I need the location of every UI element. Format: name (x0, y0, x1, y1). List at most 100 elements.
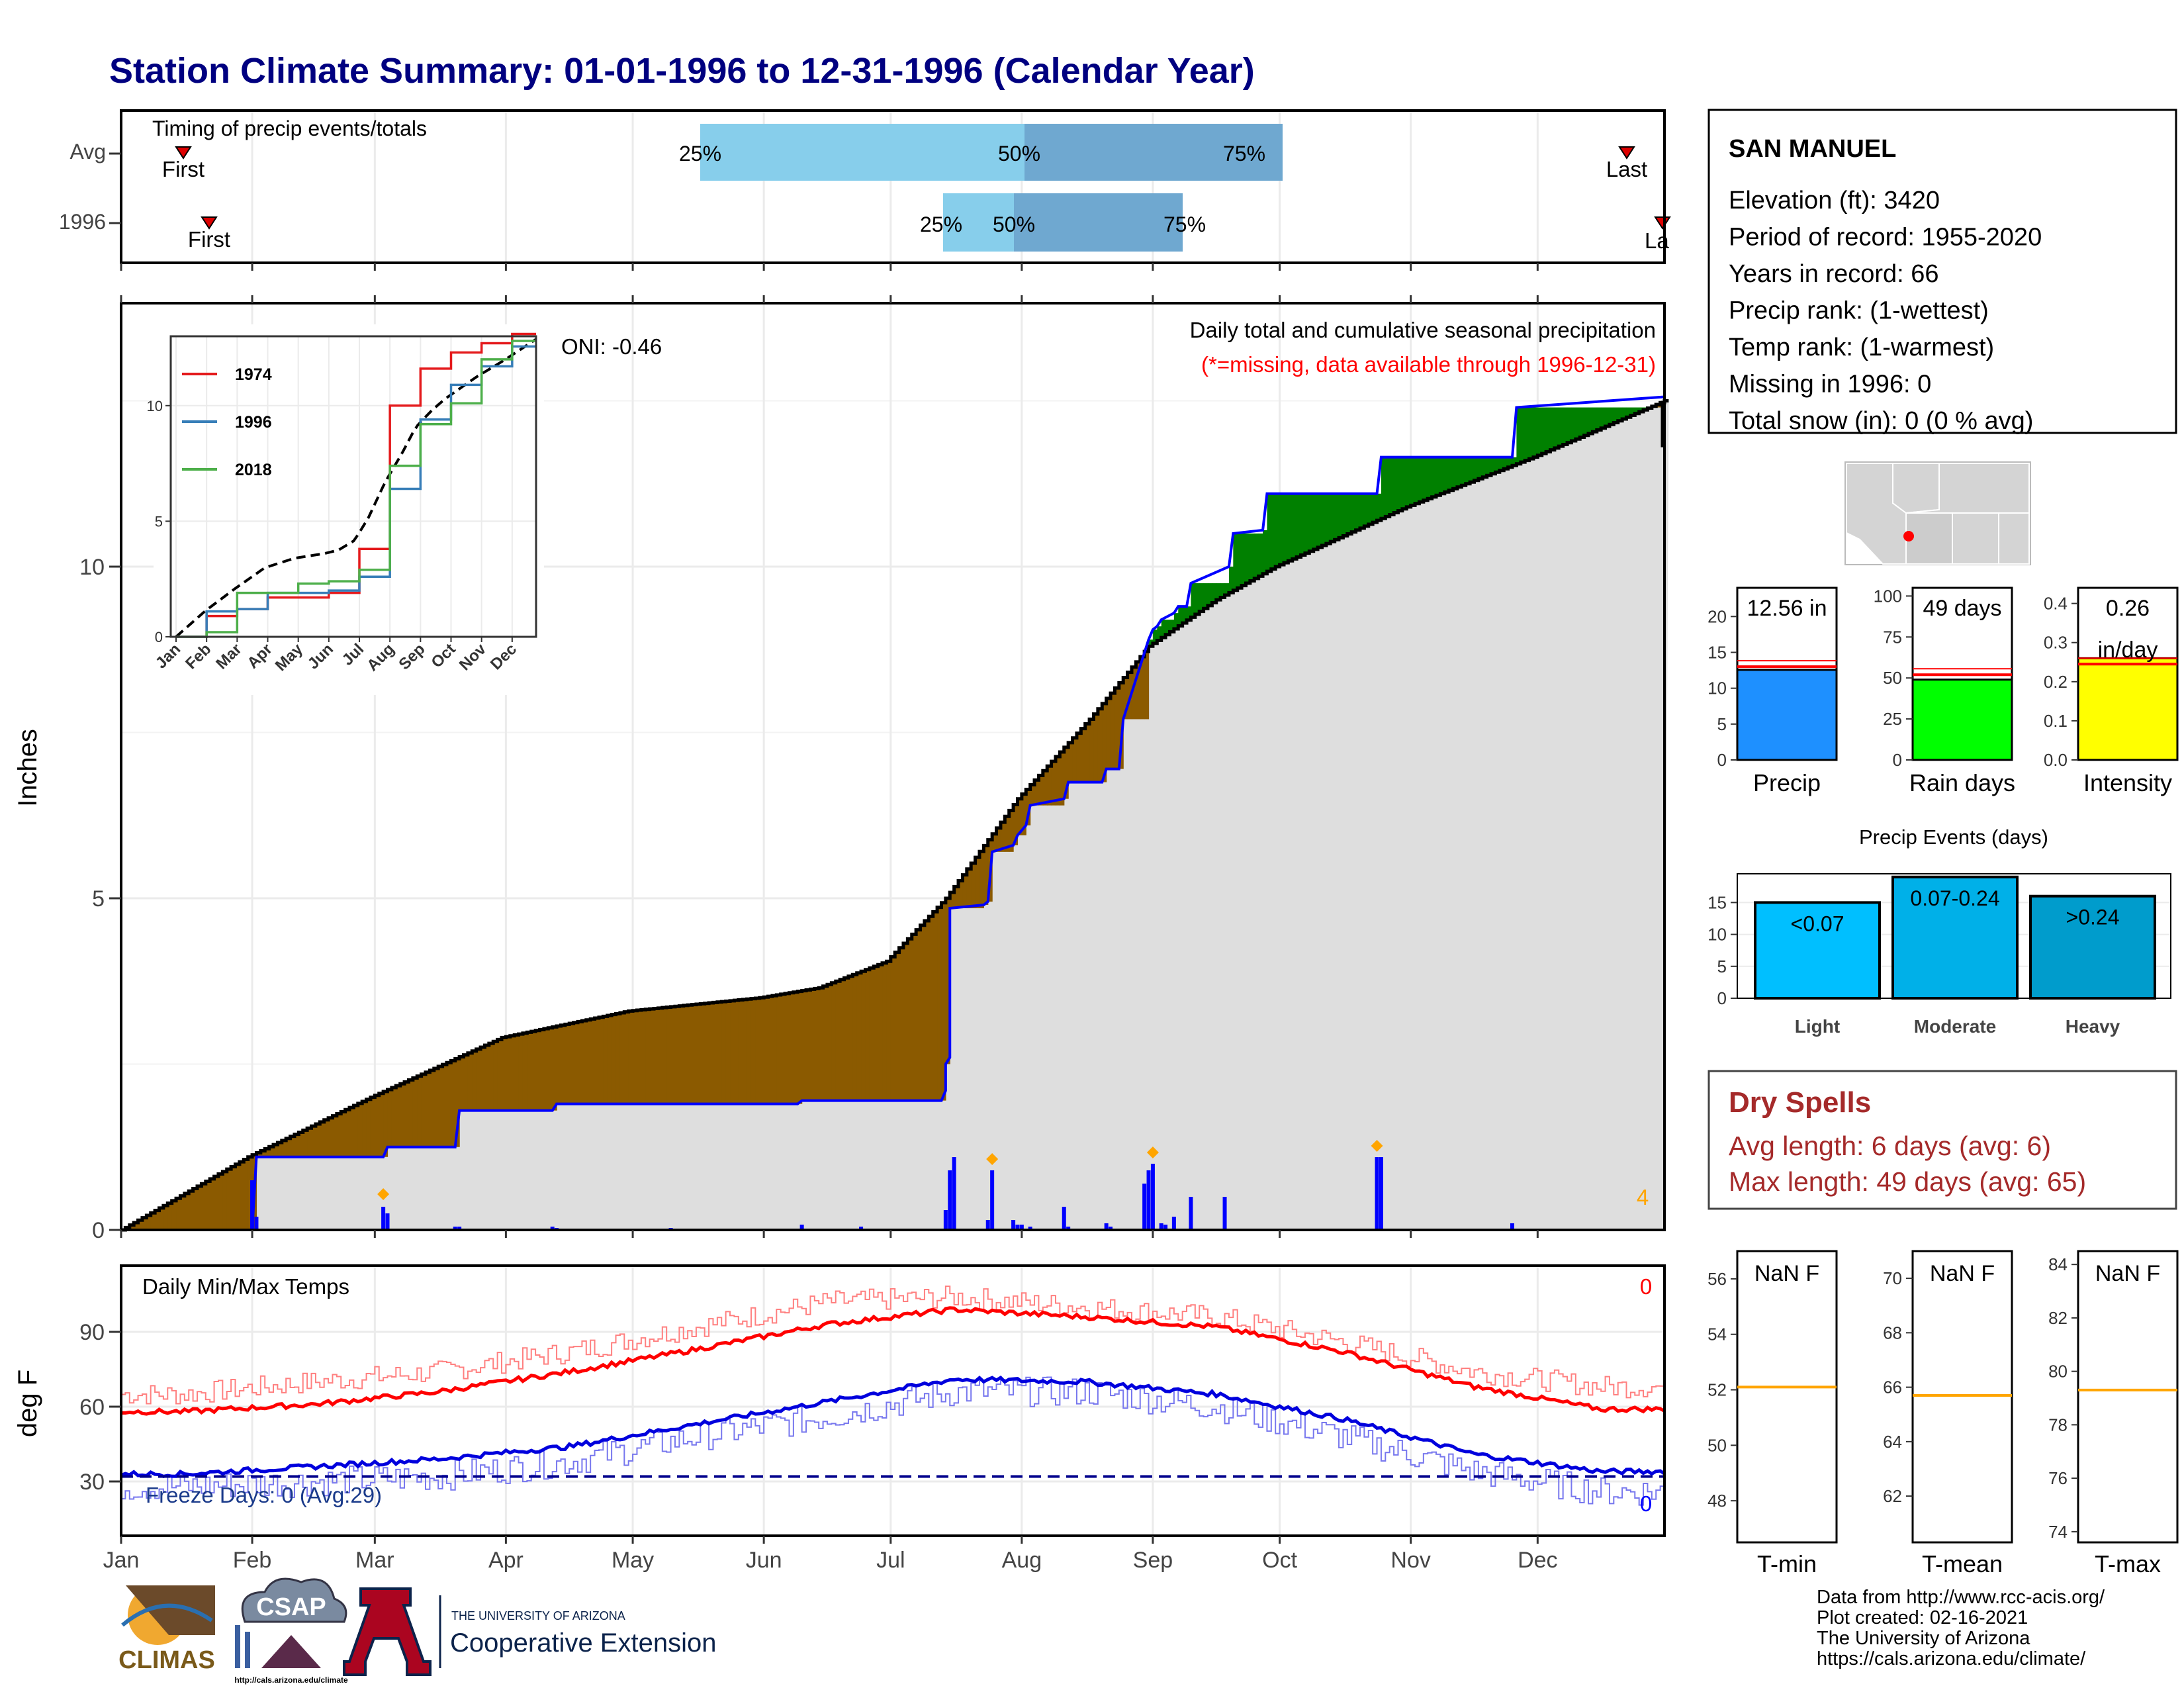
surplus-area (1504, 457, 1509, 469)
timing-avg-bar-50-75 (1024, 124, 1283, 181)
deficit-area (747, 999, 752, 1104)
deficit-area (349, 1107, 354, 1157)
temp-y-axis-label: deg F (13, 1370, 42, 1437)
surplus-area (1216, 583, 1221, 600)
dry-spells-title: Dry Spells (1729, 1086, 1871, 1119)
station-info-line: Temp rank: (1-warmest) (1729, 334, 1994, 361)
deficit-area (1009, 810, 1014, 852)
deficit-area (210, 1178, 215, 1230)
deficit-area (502, 1037, 507, 1111)
surplus-area (1567, 407, 1572, 443)
deficit-area (328, 1117, 334, 1157)
deficit-area (226, 1169, 232, 1230)
station-location-dot (1903, 531, 1914, 541)
climas-logo-arc (121, 1603, 213, 1627)
temp-panel-title: Daily Min/Max Temps (142, 1274, 349, 1299)
dry-spells-box: Dry Spells Avg length: 6 days (avg: 6) Max… (1707, 1070, 2177, 1210)
surplus-area (1237, 533, 1242, 588)
surplus-area (1474, 457, 1479, 481)
surplus-area (1435, 457, 1441, 496)
surplus-area (1292, 493, 1297, 559)
deficit-area (911, 934, 917, 1101)
temp-summary-label: T-max (2095, 1550, 2161, 1577)
summary-y-tick-label: 0.1 (2044, 711, 2068, 731)
daily-precip-bar (1011, 1220, 1016, 1230)
deficit-area (624, 1011, 629, 1104)
surplus-area (1614, 407, 1619, 423)
deficit-area (506, 1037, 511, 1111)
deficit-area (459, 1056, 465, 1111)
timing-1996-p25: 25% (920, 212, 962, 236)
first-1996-label: First (188, 227, 230, 252)
surplus-area (1279, 493, 1285, 565)
inset-frame (169, 335, 537, 638)
temp-summary-y-tick-label: 74 (2048, 1522, 2068, 1542)
daily-precip-bar (1109, 1227, 1113, 1230)
surplus-area (1423, 457, 1428, 500)
deficit-area (408, 1080, 414, 1147)
deficit-area (514, 1035, 520, 1111)
deficit-area (345, 1109, 350, 1157)
deficit-area (869, 968, 874, 1101)
deficit-area (442, 1064, 447, 1147)
deficit-area (848, 976, 853, 1101)
csap-logo-mountain (261, 1635, 321, 1668)
deficit-area (1026, 789, 1031, 825)
deficit-area (603, 1016, 608, 1104)
main-y-tick-label: 0 (92, 1218, 105, 1243)
daily-precip-bar (1510, 1223, 1514, 1230)
deficit-area (1051, 761, 1056, 806)
deficit-area (645, 1009, 651, 1104)
dry-spells-avg: Avg length: 6 days (avg: 6) (1729, 1131, 2051, 1161)
events-y-tick-label: 5 (1717, 957, 1727, 976)
deficit-area (649, 1009, 655, 1104)
surplus-area (1516, 407, 1522, 464)
month-tick-label: Apr (488, 1548, 523, 1573)
deficit-area (421, 1074, 426, 1147)
climas-logo-text: CLIMAS (118, 1646, 215, 1674)
daily-precip-bar (457, 1227, 462, 1230)
surplus-area (1169, 620, 1175, 632)
deficit-area (281, 1140, 287, 1157)
surplus-area (1368, 493, 1373, 525)
deficit-area (929, 916, 934, 1101)
deficit-area (704, 1003, 709, 1104)
surplus-area (1533, 407, 1538, 457)
deficit-area (159, 1207, 164, 1230)
surplus-area (1482, 457, 1488, 477)
surplus-area (1402, 457, 1407, 509)
temp-summary-y-tick-label: 78 (2048, 1415, 2068, 1434)
deficit-area (400, 1084, 405, 1147)
surplus-area (1309, 493, 1314, 551)
surplus-area (1563, 407, 1568, 445)
temp-summary-y-tick-label: 80 (2048, 1362, 2068, 1382)
daily-precip-bar (1375, 1157, 1379, 1230)
deficit-area (455, 1058, 460, 1147)
deficit-area (780, 994, 786, 1104)
surplus-area (1195, 583, 1200, 615)
inset-y-tick-label: 0 (155, 629, 163, 645)
deficit-area (290, 1136, 295, 1157)
event-bar-label: >0.24 (2066, 906, 2120, 929)
deficit-area (265, 1149, 270, 1157)
summary-y-tick-label: 5 (1717, 714, 1727, 734)
deficit-area (633, 1010, 638, 1104)
surplus-area (1580, 407, 1585, 438)
surplus-area (1415, 457, 1420, 504)
deficit-area (785, 993, 790, 1104)
summary-value: 0.26 (2106, 596, 2150, 621)
deficit-area (438, 1066, 443, 1147)
map-state-ut-co (1905, 463, 2030, 514)
summary-y-tick-label: 0.4 (2044, 594, 2068, 614)
temp-summary-y-tick-label: 56 (1707, 1269, 1727, 1289)
surplus-area (1605, 407, 1610, 426)
main-y-tick-label: 10 (79, 555, 105, 580)
deficit-area (302, 1130, 308, 1157)
deficit-area (582, 1021, 587, 1104)
month-tick-label: Mar (355, 1548, 394, 1573)
deficit-area (662, 1008, 667, 1104)
deficit-area (430, 1070, 435, 1147)
deficit-area (417, 1076, 422, 1147)
month-tick-label: Jan (103, 1548, 140, 1573)
deficit-area (920, 925, 925, 1101)
